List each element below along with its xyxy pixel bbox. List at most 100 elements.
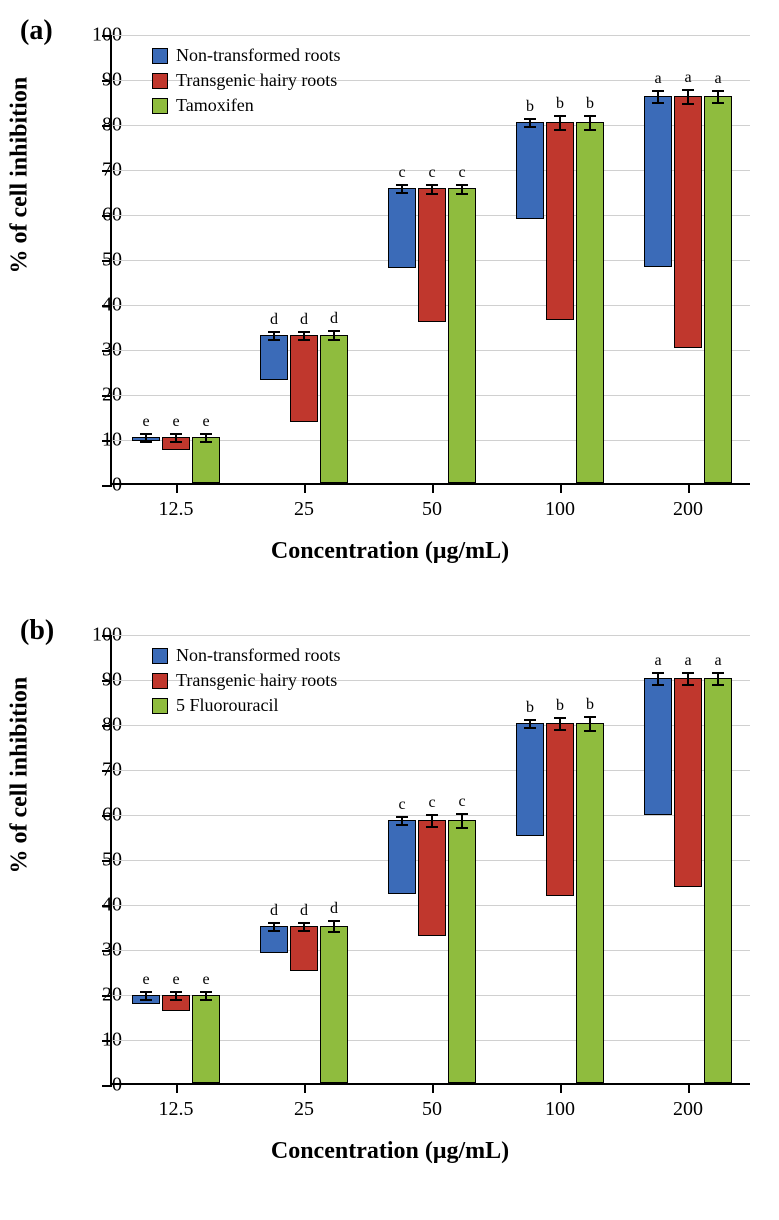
error-bar: [431, 814, 433, 828]
x-tick: [688, 1083, 690, 1093]
x-tick: [304, 483, 306, 493]
bar: e: [132, 995, 160, 1004]
bar-annotation: a: [654, 70, 661, 88]
x-tick-label: 12.5: [159, 498, 194, 521]
error-bar: [559, 115, 561, 131]
bar: d: [320, 335, 348, 484]
y-tick: [102, 125, 112, 127]
error-bar: [529, 719, 531, 730]
y-tick: [102, 80, 112, 82]
bar-annotation: d: [300, 902, 308, 920]
y-tick: [102, 680, 112, 682]
error-bar: [529, 118, 531, 128]
x-tick-label: 50: [422, 498, 442, 521]
y-tick: [102, 725, 112, 727]
error-bar: [273, 331, 275, 341]
bar: b: [576, 122, 604, 483]
bar: e: [192, 437, 220, 483]
bar-annotation: d: [270, 902, 278, 920]
x-axis-label: Concentration (μg/mL): [10, 538, 770, 565]
error-bar: [559, 717, 561, 731]
panel-label: (b): [20, 615, 54, 647]
legend-label: Transgenic hairy roots: [176, 670, 337, 691]
x-tick: [432, 483, 434, 493]
error-bar: [657, 672, 659, 686]
bar: d: [260, 335, 288, 381]
error-bar: [205, 991, 207, 1001]
y-tick: [102, 395, 112, 397]
y-tick: [102, 815, 112, 817]
y-tick: [102, 905, 112, 907]
x-tick-label: 200: [673, 498, 703, 521]
y-tick: [102, 170, 112, 172]
x-tick-label: 25: [294, 498, 314, 521]
bar-annotation: b: [556, 697, 564, 715]
error-bar: [145, 991, 147, 1001]
bar-annotation: e: [172, 413, 179, 431]
bar: c: [418, 820, 446, 936]
chart-panel-(a): (a)0102030405060708090100eee12.5ddd25ccc…: [10, 10, 770, 590]
y-tick: [102, 635, 112, 637]
y-tick: [102, 770, 112, 772]
bar: d: [290, 926, 318, 972]
chart-panel-(b): (b)0102030405060708090100eee12.5ddd25ccc…: [10, 610, 770, 1190]
x-tick: [560, 1083, 562, 1093]
bar: a: [674, 96, 702, 348]
error-bar: [461, 813, 463, 829]
panel-label: (a): [20, 15, 53, 47]
y-tick: [102, 260, 112, 262]
error-bar: [589, 716, 591, 732]
x-tick: [432, 1083, 434, 1093]
x-axis-label: Concentration (μg/mL): [10, 1138, 770, 1165]
error-bar: [175, 433, 177, 443]
bar-group: ddd: [260, 926, 348, 1084]
error-bar: [717, 90, 719, 104]
bar-annotation: d: [330, 900, 338, 918]
error-bar: [205, 433, 207, 443]
bar: c: [388, 188, 416, 268]
bar-annotation: e: [172, 971, 179, 989]
y-tick: [102, 35, 112, 37]
bar-annotation: b: [556, 95, 564, 113]
legend-item: Transgenic hairy roots: [152, 70, 340, 91]
bar-group: ddd: [260, 335, 348, 484]
bar-annotation: c: [458, 164, 465, 182]
y-tick: [102, 440, 112, 442]
legend-item: Transgenic hairy roots: [152, 670, 340, 691]
bar-annotation: e: [202, 413, 209, 431]
legend-label: Tamoxifen: [176, 95, 254, 116]
bar: a: [644, 678, 672, 815]
y-tick: [102, 950, 112, 952]
bar-annotation: c: [428, 794, 435, 812]
bar: b: [546, 122, 574, 320]
bar-group: aaa: [644, 96, 732, 483]
y-axis-label: % of cell inhibition: [7, 77, 34, 274]
bar: d: [260, 926, 288, 954]
legend-item: Non-transformed roots: [152, 645, 340, 666]
error-bar: [303, 331, 305, 341]
x-tick-label: 50: [422, 1098, 442, 1121]
bar: e: [162, 995, 190, 1011]
x-tick: [176, 1083, 178, 1093]
bar: a: [704, 96, 732, 483]
bar-group: bbb: [516, 723, 604, 1083]
legend: Non-transformed roots Transgenic hairy ro…: [152, 645, 340, 720]
legend-label: Non-transformed roots: [176, 645, 340, 666]
error-bar: [273, 922, 275, 932]
error-bar: [401, 184, 403, 194]
legend-swatch: [152, 73, 168, 89]
bar: e: [162, 437, 190, 450]
x-tick-label: 200: [673, 1098, 703, 1121]
legend-swatch: [152, 98, 168, 114]
error-bar: [333, 330, 335, 341]
bar-annotation: a: [654, 652, 661, 670]
error-bar: [333, 920, 335, 934]
error-bar: [717, 672, 719, 686]
y-tick: [102, 485, 112, 487]
error-bar: [687, 672, 689, 686]
legend-swatch: [152, 673, 168, 689]
plot-area: eee12.5ddd25ccc50bbb100aaa200Non-transfo…: [110, 635, 750, 1085]
x-tick-label: 100: [545, 1098, 575, 1121]
bar: c: [418, 188, 446, 322]
bar-annotation: e: [202, 971, 209, 989]
